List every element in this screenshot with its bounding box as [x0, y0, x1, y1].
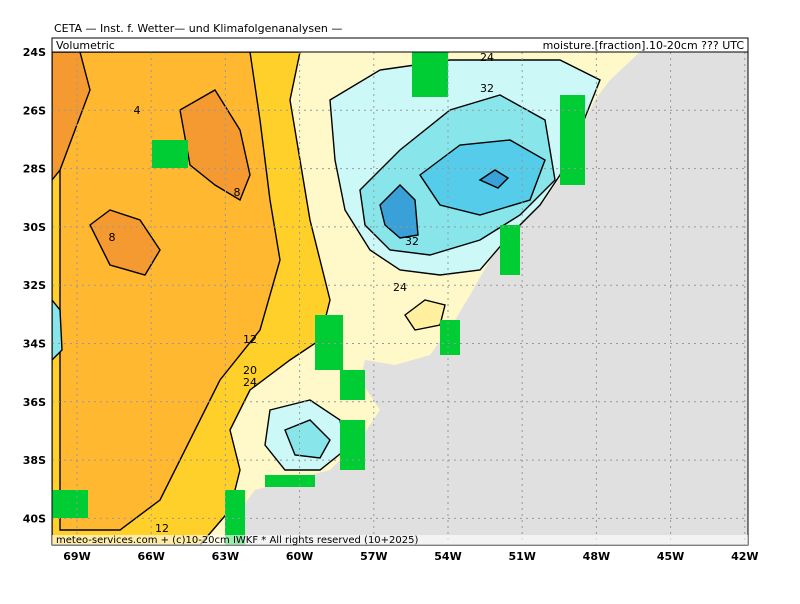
lat-label: 28S	[23, 163, 46, 176]
contour-label: 24	[243, 376, 257, 389]
masked-cell	[500, 225, 520, 275]
graticule	[52, 52, 748, 545]
masked-cell	[340, 420, 365, 470]
masked-cell	[52, 490, 88, 518]
contour-label: 8	[234, 186, 241, 199]
lon-label: 54W	[434, 550, 461, 563]
contour-label: 12	[155, 522, 169, 535]
contour-label: 8	[109, 231, 116, 244]
masked-cell	[225, 490, 245, 545]
lon-label: 48W	[583, 550, 610, 563]
lon-label: 63W	[212, 550, 239, 563]
contour-region	[478, 169, 510, 189]
header-left: Volumetric	[56, 39, 115, 52]
lon-label: 69W	[63, 550, 90, 563]
contour-label: 24	[393, 281, 407, 294]
contour-label: 12	[243, 333, 257, 346]
masked-cell	[412, 52, 448, 97]
lat-label: 26S	[23, 104, 46, 117]
lat-label: 40S	[23, 512, 46, 525]
contour-label: 24	[480, 51, 494, 64]
contour-region	[52, 52, 91, 182]
lat-label: 36S	[23, 396, 46, 409]
masked-cell	[315, 315, 343, 370]
contour-label: 32	[405, 235, 419, 248]
contour-region	[89, 209, 161, 276]
lon-label: 57W	[360, 550, 387, 563]
masked-cell	[440, 320, 460, 355]
masked-cells	[52, 52, 585, 545]
contour-label: 4	[134, 104, 141, 117]
masked-cell	[340, 370, 365, 400]
contour-region	[179, 89, 251, 202]
lat-label: 24S	[23, 46, 46, 59]
lon-label: 66W	[137, 550, 164, 563]
contour-region	[52, 298, 63, 361]
contour-region	[379, 184, 419, 239]
masked-cell	[560, 95, 585, 185]
lat-label: 38S	[23, 454, 46, 467]
footer-bar	[52, 535, 748, 545]
lat-label: 32S	[23, 279, 46, 292]
footer: meteo-services.com + (c)10-20cm IWKF * A…	[56, 535, 418, 546]
lat-label: 34S	[23, 338, 46, 351]
title: CETA — Inst. f. Wetter— und Klimafolgena…	[54, 22, 342, 35]
contour-region	[284, 419, 331, 459]
contour-label: 32	[480, 82, 494, 95]
lon-label: 51W	[508, 550, 535, 563]
lon-label: 45W	[657, 550, 684, 563]
axes: 24S 26S 28S 30S 32S 34S 36S 38S 40S 69W 66W 63W 60W 5…	[23, 46, 759, 563]
lon-label: 60W	[286, 550, 313, 563]
masked-cell	[265, 475, 315, 487]
masked-cell	[152, 140, 188, 168]
lon-label: 42W	[731, 550, 758, 563]
contour-label: 20	[243, 364, 257, 377]
contour-region	[404, 299, 446, 331]
lat-label: 30S	[23, 221, 46, 234]
header-right: moisture.[fraction].10-20cm ??? UTC	[543, 39, 745, 52]
